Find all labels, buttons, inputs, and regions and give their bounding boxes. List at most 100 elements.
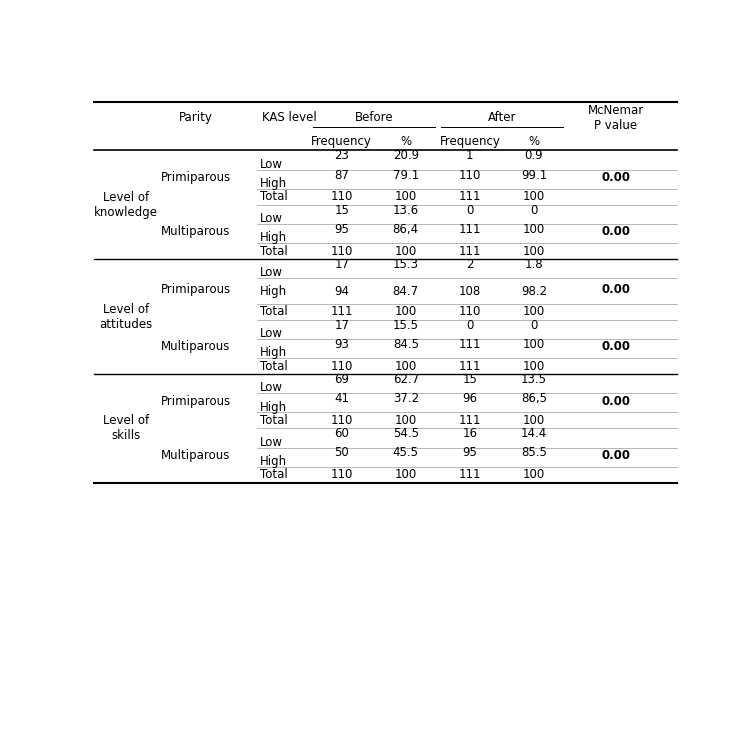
Text: 62.7: 62.7 — [393, 373, 419, 386]
Text: 0: 0 — [466, 204, 474, 217]
Text: 54.5: 54.5 — [393, 427, 419, 440]
Text: Multiparous: Multiparous — [161, 340, 231, 354]
Text: 45.5: 45.5 — [393, 446, 419, 459]
Text: 15.3: 15.3 — [393, 258, 419, 271]
Text: Low: Low — [260, 381, 283, 395]
Text: 100: 100 — [523, 190, 545, 204]
Text: Multiparous: Multiparous — [161, 226, 231, 238]
Text: 100: 100 — [523, 305, 545, 318]
Text: 110: 110 — [330, 468, 353, 481]
Text: High: High — [260, 177, 287, 190]
Text: High: High — [260, 401, 287, 414]
Text: 110: 110 — [330, 190, 353, 204]
Text: 1: 1 — [466, 149, 474, 162]
Text: Low: Low — [260, 158, 283, 171]
Text: 100: 100 — [523, 414, 545, 427]
Text: 85.5: 85.5 — [521, 446, 547, 459]
Text: 100: 100 — [395, 414, 417, 427]
Text: 110: 110 — [330, 245, 353, 258]
Text: 110: 110 — [330, 414, 353, 427]
Text: Multiparous: Multiparous — [161, 449, 231, 462]
Text: %: % — [529, 135, 540, 148]
Text: 17: 17 — [334, 318, 349, 331]
Text: 0: 0 — [530, 318, 538, 331]
Text: 95: 95 — [462, 446, 478, 459]
Text: 100: 100 — [523, 468, 545, 481]
Text: 111: 111 — [459, 245, 481, 258]
Text: 79.1: 79.1 — [393, 168, 419, 182]
Text: Primiparous: Primiparous — [161, 283, 231, 296]
Text: Total: Total — [260, 468, 288, 481]
Text: 100: 100 — [395, 305, 417, 318]
Text: 110: 110 — [459, 305, 481, 318]
Text: 110: 110 — [330, 359, 353, 373]
Text: 0: 0 — [530, 204, 538, 217]
Text: Frequency: Frequency — [439, 135, 500, 148]
Text: 0.00: 0.00 — [601, 171, 630, 184]
Text: 111: 111 — [459, 468, 481, 481]
Text: Total: Total — [260, 414, 288, 427]
Text: Level of
attitudes: Level of attitudes — [99, 303, 153, 331]
Text: Primiparous: Primiparous — [161, 171, 231, 184]
Text: 110: 110 — [459, 168, 481, 182]
Text: Low: Low — [260, 327, 283, 340]
Text: 16: 16 — [462, 427, 478, 440]
Text: 100: 100 — [523, 223, 545, 236]
Text: 111: 111 — [459, 338, 481, 351]
Text: High: High — [260, 232, 287, 244]
Text: 0.9: 0.9 — [525, 149, 544, 162]
Text: Total: Total — [260, 305, 288, 318]
Text: 100: 100 — [395, 245, 417, 258]
Text: 13.6: 13.6 — [393, 204, 419, 217]
Text: 93: 93 — [334, 338, 349, 351]
Text: 94: 94 — [334, 284, 349, 298]
Text: 84.7: 84.7 — [393, 284, 419, 298]
Text: 96: 96 — [462, 392, 478, 405]
Text: 14.4: 14.4 — [521, 427, 547, 440]
Text: Total: Total — [260, 359, 288, 373]
Text: 50: 50 — [335, 446, 349, 459]
Text: Level of
knowledge: Level of knowledge — [94, 191, 158, 219]
Text: 0: 0 — [466, 318, 474, 331]
Text: 100: 100 — [395, 190, 417, 204]
Text: 13.5: 13.5 — [521, 373, 547, 386]
Text: 100: 100 — [395, 359, 417, 373]
Text: 0.00: 0.00 — [601, 226, 630, 238]
Text: 0.00: 0.00 — [601, 283, 630, 296]
Text: 87: 87 — [334, 168, 349, 182]
Text: 0.00: 0.00 — [601, 395, 630, 408]
Text: 108: 108 — [459, 284, 481, 298]
Text: 86,5: 86,5 — [521, 392, 547, 405]
Text: 100: 100 — [395, 468, 417, 481]
Text: Total: Total — [260, 245, 288, 258]
Text: 0.00: 0.00 — [601, 449, 630, 462]
Text: 17: 17 — [334, 258, 349, 271]
Text: McNemar
P value: McNemar P value — [587, 104, 644, 132]
Text: 60: 60 — [334, 427, 349, 440]
Text: 111: 111 — [330, 305, 353, 318]
Text: 37.2: 37.2 — [393, 392, 419, 405]
Text: Frequency: Frequency — [311, 135, 372, 148]
Text: 20.9: 20.9 — [393, 149, 419, 162]
Text: 100: 100 — [523, 359, 545, 373]
Text: 41: 41 — [334, 392, 349, 405]
Text: 0.00: 0.00 — [601, 340, 630, 354]
Text: 2: 2 — [466, 258, 474, 271]
Text: Primiparous: Primiparous — [161, 395, 231, 408]
Text: 15: 15 — [462, 373, 478, 386]
Text: Low: Low — [260, 212, 283, 225]
Text: 84.5: 84.5 — [393, 338, 419, 351]
Text: 23: 23 — [334, 149, 349, 162]
Text: KAS level: KAS level — [262, 112, 317, 124]
Text: Level of
skills: Level of skills — [103, 415, 149, 442]
Text: 100: 100 — [523, 338, 545, 351]
Text: 15: 15 — [334, 204, 349, 217]
Text: 100: 100 — [523, 245, 545, 258]
Text: 95: 95 — [334, 223, 349, 236]
Text: %: % — [400, 135, 411, 148]
Text: Total: Total — [260, 190, 288, 204]
Text: Before: Before — [354, 112, 393, 124]
Text: Low: Low — [260, 267, 283, 279]
Text: Parity: Parity — [179, 112, 213, 124]
Text: 15.5: 15.5 — [393, 318, 419, 331]
